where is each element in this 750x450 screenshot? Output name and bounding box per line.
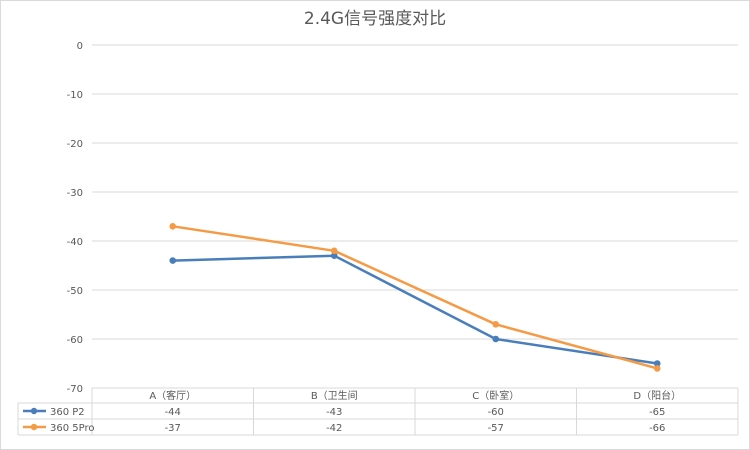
y-tick-label: -10: [67, 90, 83, 101]
series-line-1: [171, 225, 659, 370]
legend-label: 360 5Pro: [50, 423, 95, 434]
y-tick-label: 0: [77, 41, 83, 52]
table-value: -66: [649, 423, 665, 434]
data-point: [169, 257, 177, 264]
data-point: [492, 321, 500, 328]
x-category-label: B（卫生间: [311, 389, 358, 402]
y-axis-ticks: 0 -10 -20 -30 -40 -50 -60 -70: [67, 41, 83, 395]
data-table: A（客厅） B（卫生间 C（卧室） D（阳台） 360 P2 -44 -43 -60 -65 36…: [17, 387, 739, 436]
table-value: -43: [326, 407, 342, 418]
data-point: [330, 252, 338, 259]
data-point: [653, 365, 661, 372]
legend-marker-0: [30, 407, 38, 415]
table-value: -57: [488, 423, 504, 434]
x-category-label: A（客厅）: [149, 389, 196, 402]
y-tick-label: -60: [67, 335, 83, 346]
x-category-label: D（阳台）: [633, 389, 681, 402]
data-point: [169, 223, 177, 230]
y-tick-label: -70: [67, 384, 83, 395]
legend-marker-1: [30, 423, 38, 431]
series-line-0: [171, 254, 659, 365]
y-tick-label: -20: [67, 139, 83, 150]
x-category-label: C（卧室）: [472, 389, 519, 402]
table-value: -44: [165, 407, 181, 418]
chart-title: 2.4G信号强度对比: [304, 9, 446, 29]
data-point: [492, 335, 500, 343]
y-tick-label: -30: [67, 188, 83, 199]
gridlines: [92, 44, 738, 340]
table-value: -37: [165, 423, 181, 434]
data-point: [653, 360, 661, 367]
table-value: -42: [326, 423, 342, 434]
data-point: [330, 247, 338, 255]
legend-label: 360 P2: [50, 407, 85, 418]
table-value: -60: [488, 407, 504, 418]
table-value: -65: [649, 407, 665, 418]
y-tick-label: -50: [67, 286, 83, 297]
y-tick-label: -40: [67, 237, 83, 248]
series-lines: [169, 223, 661, 372]
